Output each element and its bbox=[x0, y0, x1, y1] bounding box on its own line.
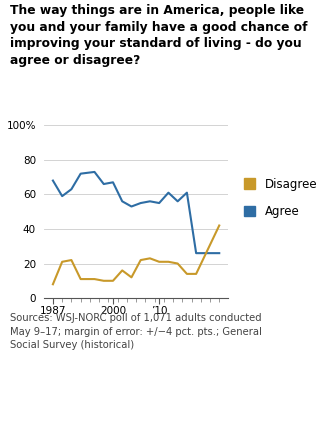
Text: The way things are in America, people like
you and your family have a good chanc: The way things are in America, people li… bbox=[10, 4, 307, 67]
Text: Sources: WSJ-NORC poll of 1,071 adults conducted
May 9–17; margin of error: +/−4: Sources: WSJ-NORC poll of 1,071 adults c… bbox=[10, 314, 262, 350]
Legend: Disagree, Agree: Disagree, Agree bbox=[244, 178, 318, 218]
